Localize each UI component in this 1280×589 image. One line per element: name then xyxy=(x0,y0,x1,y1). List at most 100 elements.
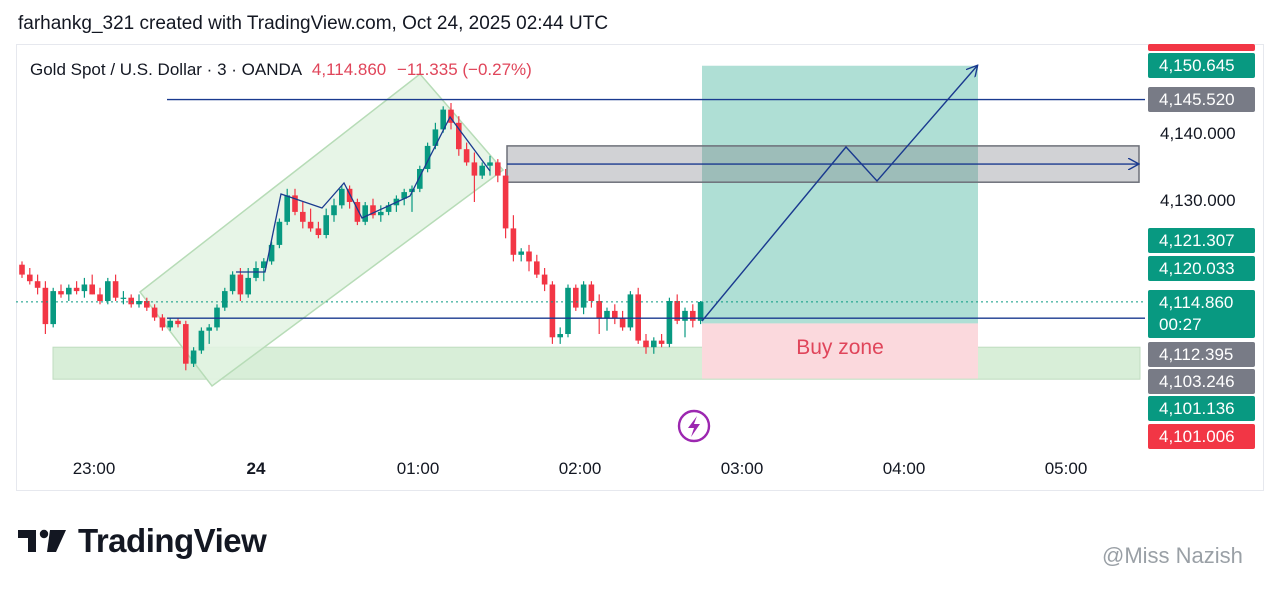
price-tag-partial xyxy=(1148,44,1255,51)
candle xyxy=(409,185,415,212)
tradingview-logo: TradingView xyxy=(18,522,267,560)
candle xyxy=(175,317,181,328)
symbol-last-price: 4,114.860 xyxy=(311,60,387,79)
candle xyxy=(151,304,158,321)
candle xyxy=(674,294,680,325)
candle xyxy=(424,142,431,173)
candle xyxy=(487,155,493,176)
candle xyxy=(385,202,392,216)
candle xyxy=(401,188,407,206)
candle xyxy=(120,291,127,305)
price-tag-text: 4,103.246 xyxy=(1159,372,1235,391)
candle xyxy=(261,258,267,282)
candle xyxy=(42,281,49,334)
candle xyxy=(471,152,478,202)
candle xyxy=(463,142,470,166)
price-tag-text: 4,101.006 xyxy=(1159,427,1235,446)
price-tag[interactable]: 4,114.860 00:27 xyxy=(1148,290,1255,338)
candle xyxy=(495,159,501,183)
candle xyxy=(144,297,150,311)
candle xyxy=(635,287,641,344)
price-tag[interactable]: 4,103.246 xyxy=(1148,369,1255,394)
price-tag[interactable]: 4,101.136 xyxy=(1148,396,1255,421)
price-tag[interactable]: 4,121.307 xyxy=(1148,228,1255,253)
candle xyxy=(73,281,80,295)
price-tag[interactable]: 4,112.395 xyxy=(1148,342,1255,367)
candle xyxy=(565,284,571,338)
symbol-change: −11.335 (−0.27%) xyxy=(397,60,532,79)
candle xyxy=(682,307,688,338)
candle xyxy=(588,281,595,308)
candle xyxy=(619,310,626,331)
candle xyxy=(167,317,173,331)
candle xyxy=(549,281,556,344)
candle xyxy=(229,271,236,295)
candle xyxy=(580,281,587,315)
candle xyxy=(58,284,64,298)
price-tag[interactable]: 4,150.645 xyxy=(1148,53,1255,78)
time-axis-label: 04:00 xyxy=(882,459,926,478)
candle xyxy=(323,208,329,239)
candle xyxy=(206,324,212,344)
candle xyxy=(331,198,337,222)
price-tag-text: 4,120.033 xyxy=(1159,259,1235,278)
candle xyxy=(612,304,618,325)
candle xyxy=(19,261,25,278)
candle xyxy=(440,106,446,133)
candle xyxy=(417,165,423,193)
candle xyxy=(292,188,298,216)
candle xyxy=(183,320,189,371)
candle xyxy=(557,327,563,344)
candle xyxy=(190,347,197,367)
candle xyxy=(159,314,166,331)
candle xyxy=(697,301,704,325)
time-axis-label: 24 xyxy=(246,459,266,478)
candle xyxy=(27,268,33,285)
candle xyxy=(502,169,509,239)
time-axis-label: 02:00 xyxy=(558,459,602,478)
candle xyxy=(339,185,345,209)
candle xyxy=(651,337,657,354)
price-tag-text: 4,114.860 xyxy=(1159,293,1234,312)
candle xyxy=(105,277,111,305)
tradingview-logo-icon xyxy=(18,529,66,552)
candle xyxy=(354,198,361,226)
candle xyxy=(541,268,548,292)
time-axis-label: 23:00 xyxy=(72,459,116,478)
swing-path xyxy=(236,115,491,273)
price-tag[interactable]: 4,101.006 xyxy=(1148,424,1255,449)
price-tag-text: 4,150.645 xyxy=(1159,56,1235,75)
candle xyxy=(276,218,283,249)
candle xyxy=(81,277,88,298)
time-axis-label: 01:00 xyxy=(396,459,440,478)
candle xyxy=(526,244,532,272)
lightning-alert-icon xyxy=(677,409,711,443)
candle xyxy=(89,274,95,295)
price-tag[interactable]: 4,120.033 xyxy=(1148,256,1255,281)
countdown-text: 00:27 xyxy=(1159,315,1202,334)
price-tag-text: 4,101.136 xyxy=(1159,399,1235,418)
projection-path xyxy=(701,66,977,322)
price-tag-text: 4,121.307 xyxy=(1159,231,1235,250)
symbol-legend[interactable]: Gold Spot / U.S. Dollar · 3 · OANDA 4,11… xyxy=(30,60,532,80)
candle xyxy=(307,208,314,232)
author-watermark: @Miss Nazish xyxy=(1102,543,1243,568)
candle xyxy=(627,291,634,331)
stop-zone xyxy=(702,323,978,379)
candle xyxy=(198,327,205,354)
price-tag-text: 4,112.395 xyxy=(1159,345,1234,364)
candle xyxy=(479,162,485,179)
candle xyxy=(34,274,41,295)
candle xyxy=(370,198,376,219)
candle xyxy=(222,287,228,311)
candle xyxy=(510,215,517,262)
chart-frame xyxy=(16,44,1264,491)
tradingview-wordmark: TradingView xyxy=(78,522,267,559)
candle xyxy=(643,334,649,354)
candle xyxy=(448,103,454,130)
candle xyxy=(66,284,72,301)
buy-zone-label: Buy zone xyxy=(796,336,884,359)
price-tag[interactable]: 4,145.520 xyxy=(1148,87,1255,112)
candle xyxy=(284,188,290,226)
